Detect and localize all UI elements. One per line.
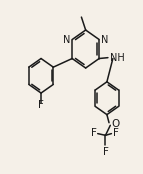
Text: F: F	[38, 100, 44, 110]
Text: O: O	[111, 119, 119, 129]
Text: F: F	[91, 128, 97, 138]
Text: NH: NH	[110, 53, 125, 63]
Text: F: F	[103, 147, 108, 157]
Text: F: F	[113, 128, 118, 138]
Text: N: N	[63, 34, 70, 45]
Text: N: N	[101, 34, 108, 45]
